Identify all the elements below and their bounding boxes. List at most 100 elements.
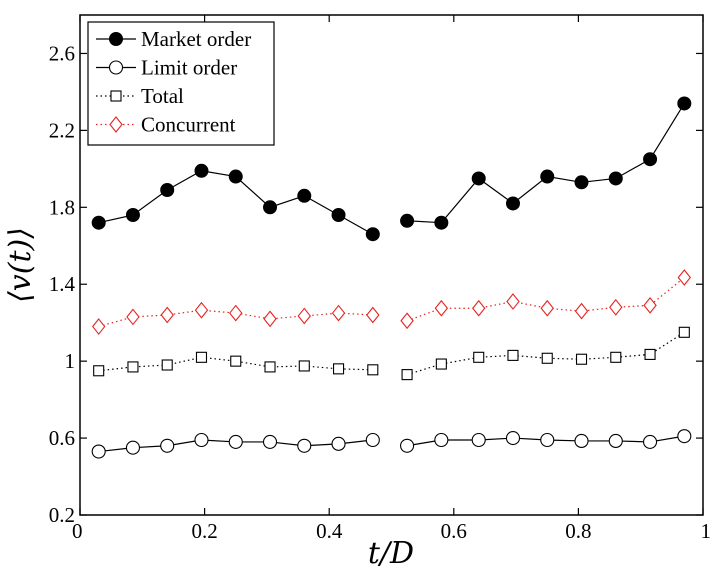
data-point bbox=[506, 293, 520, 310]
data-point bbox=[540, 169, 555, 184]
y-axis-label: ⟨v(t)⟩ bbox=[3, 227, 38, 303]
legend-label: Concurrent bbox=[141, 113, 236, 137]
data-point bbox=[400, 312, 414, 330]
series-line bbox=[406, 331, 685, 376]
series-line bbox=[407, 103, 685, 224]
series-limit-order bbox=[91, 429, 692, 459]
data-point bbox=[297, 438, 312, 453]
data-point bbox=[400, 438, 415, 453]
data-point bbox=[507, 349, 519, 361]
y-tick-label: 1 bbox=[65, 349, 76, 373]
data-point bbox=[109, 32, 123, 46]
data-point bbox=[365, 227, 380, 242]
legend-entry: Limit order bbox=[96, 56, 237, 80]
series-line bbox=[98, 356, 373, 372]
data-point bbox=[541, 352, 553, 364]
data-point bbox=[91, 444, 106, 459]
data-point bbox=[109, 116, 123, 133]
data-point bbox=[108, 60, 124, 75]
data-point bbox=[264, 361, 276, 373]
data-point bbox=[160, 306, 174, 324]
data-point bbox=[642, 434, 658, 449]
data-point bbox=[127, 361, 139, 373]
data-point bbox=[161, 359, 173, 371]
data-point bbox=[608, 433, 623, 449]
data-point bbox=[91, 215, 106, 230]
data-point bbox=[366, 306, 380, 324]
y-tick-label: 1.4 bbox=[49, 272, 76, 296]
series-line bbox=[406, 277, 685, 322]
legend-entry: Total bbox=[96, 84, 184, 108]
series-concurrent bbox=[91, 269, 692, 335]
series-total bbox=[93, 326, 690, 381]
data-point bbox=[609, 298, 623, 316]
data-point bbox=[505, 431, 521, 446]
data-point bbox=[194, 163, 209, 178]
data-point bbox=[367, 364, 379, 376]
series-line bbox=[98, 309, 373, 328]
data-point bbox=[677, 96, 692, 111]
y-tick-label: 0.2 bbox=[49, 503, 75, 527]
data-point bbox=[505, 196, 520, 211]
x-tick-label: 0.6 bbox=[441, 519, 467, 543]
data-point bbox=[574, 433, 589, 449]
legend: Market order Limit order Total Concurrent bbox=[87, 21, 275, 146]
data-point bbox=[228, 169, 243, 184]
legend-entry: Market order bbox=[96, 27, 251, 51]
data-point bbox=[125, 208, 140, 222]
data-point bbox=[434, 432, 449, 448]
data-point bbox=[110, 90, 122, 102]
data-point bbox=[228, 434, 243, 449]
axis-ticks: 0 0.2 0.4 0.6 0.8 10.20.611.41.82.22.6 bbox=[49, 15, 711, 543]
y-tick-label: 0.6 bbox=[49, 426, 75, 450]
data-point bbox=[401, 369, 413, 381]
plot-content bbox=[91, 96, 692, 459]
data-point bbox=[434, 215, 449, 230]
data-point bbox=[91, 318, 106, 335]
data-point bbox=[574, 302, 589, 320]
x-tick-label: 0.4 bbox=[316, 519, 343, 543]
data-point bbox=[160, 183, 175, 197]
data-point bbox=[610, 351, 622, 363]
data-point bbox=[331, 208, 346, 222]
data-point bbox=[677, 269, 692, 286]
x-tick-label: 0.2 bbox=[191, 519, 217, 543]
data-point bbox=[93, 365, 105, 377]
data-point bbox=[331, 304, 346, 322]
data-point bbox=[229, 304, 243, 322]
data-point bbox=[230, 355, 242, 367]
series-market-order bbox=[91, 96, 692, 242]
data-point bbox=[263, 310, 277, 328]
x-tick-label: 0.8 bbox=[565, 519, 591, 543]
legend-label: Total bbox=[141, 84, 184, 108]
data-point bbox=[435, 358, 447, 370]
data-point bbox=[471, 432, 486, 448]
data-point bbox=[540, 299, 554, 317]
x-axis-label: t/D bbox=[368, 536, 414, 571]
data-point bbox=[472, 299, 486, 317]
legend-entry: Concurrent bbox=[96, 113, 236, 137]
legend-label: Market order bbox=[141, 27, 251, 51]
data-point bbox=[678, 326, 690, 338]
data-point bbox=[574, 175, 589, 190]
data-point bbox=[160, 438, 175, 453]
x-tick-label: 1 bbox=[701, 519, 712, 543]
data-point bbox=[400, 213, 415, 228]
data-point bbox=[331, 436, 346, 451]
data-point bbox=[298, 360, 310, 372]
data-point bbox=[643, 297, 657, 314]
data-point bbox=[297, 307, 311, 325]
data-point bbox=[471, 171, 486, 186]
data-point bbox=[194, 301, 209, 319]
data-point bbox=[126, 308, 140, 326]
data-point bbox=[643, 152, 658, 167]
data-point bbox=[434, 299, 449, 317]
data-point bbox=[297, 188, 312, 203]
data-point bbox=[644, 348, 656, 360]
data-point bbox=[195, 351, 208, 363]
data-point bbox=[194, 432, 209, 448]
data-point bbox=[677, 429, 692, 444]
legend-label: Limit order bbox=[141, 56, 237, 80]
y-tick-label: 2.2 bbox=[49, 118, 75, 142]
